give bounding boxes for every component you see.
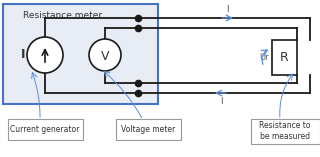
Text: Resistance meter: Resistance meter	[23, 11, 102, 20]
Text: V: V	[101, 49, 109, 62]
Text: Current generator: Current generator	[10, 125, 80, 133]
FancyBboxPatch shape	[7, 119, 83, 140]
Text: I: I	[220, 97, 222, 106]
FancyBboxPatch shape	[116, 119, 180, 140]
Circle shape	[89, 39, 121, 71]
FancyBboxPatch shape	[251, 119, 319, 143]
FancyBboxPatch shape	[3, 4, 158, 104]
Text: Resistance to
be measured: Resistance to be measured	[259, 121, 311, 141]
Text: I: I	[226, 5, 228, 14]
Text: I: I	[20, 49, 25, 62]
Text: R: R	[280, 51, 289, 64]
Text: Voltage meter: Voltage meter	[121, 125, 175, 133]
FancyBboxPatch shape	[272, 40, 297, 75]
Text: Ur: Ur	[260, 53, 269, 62]
Circle shape	[27, 37, 63, 73]
